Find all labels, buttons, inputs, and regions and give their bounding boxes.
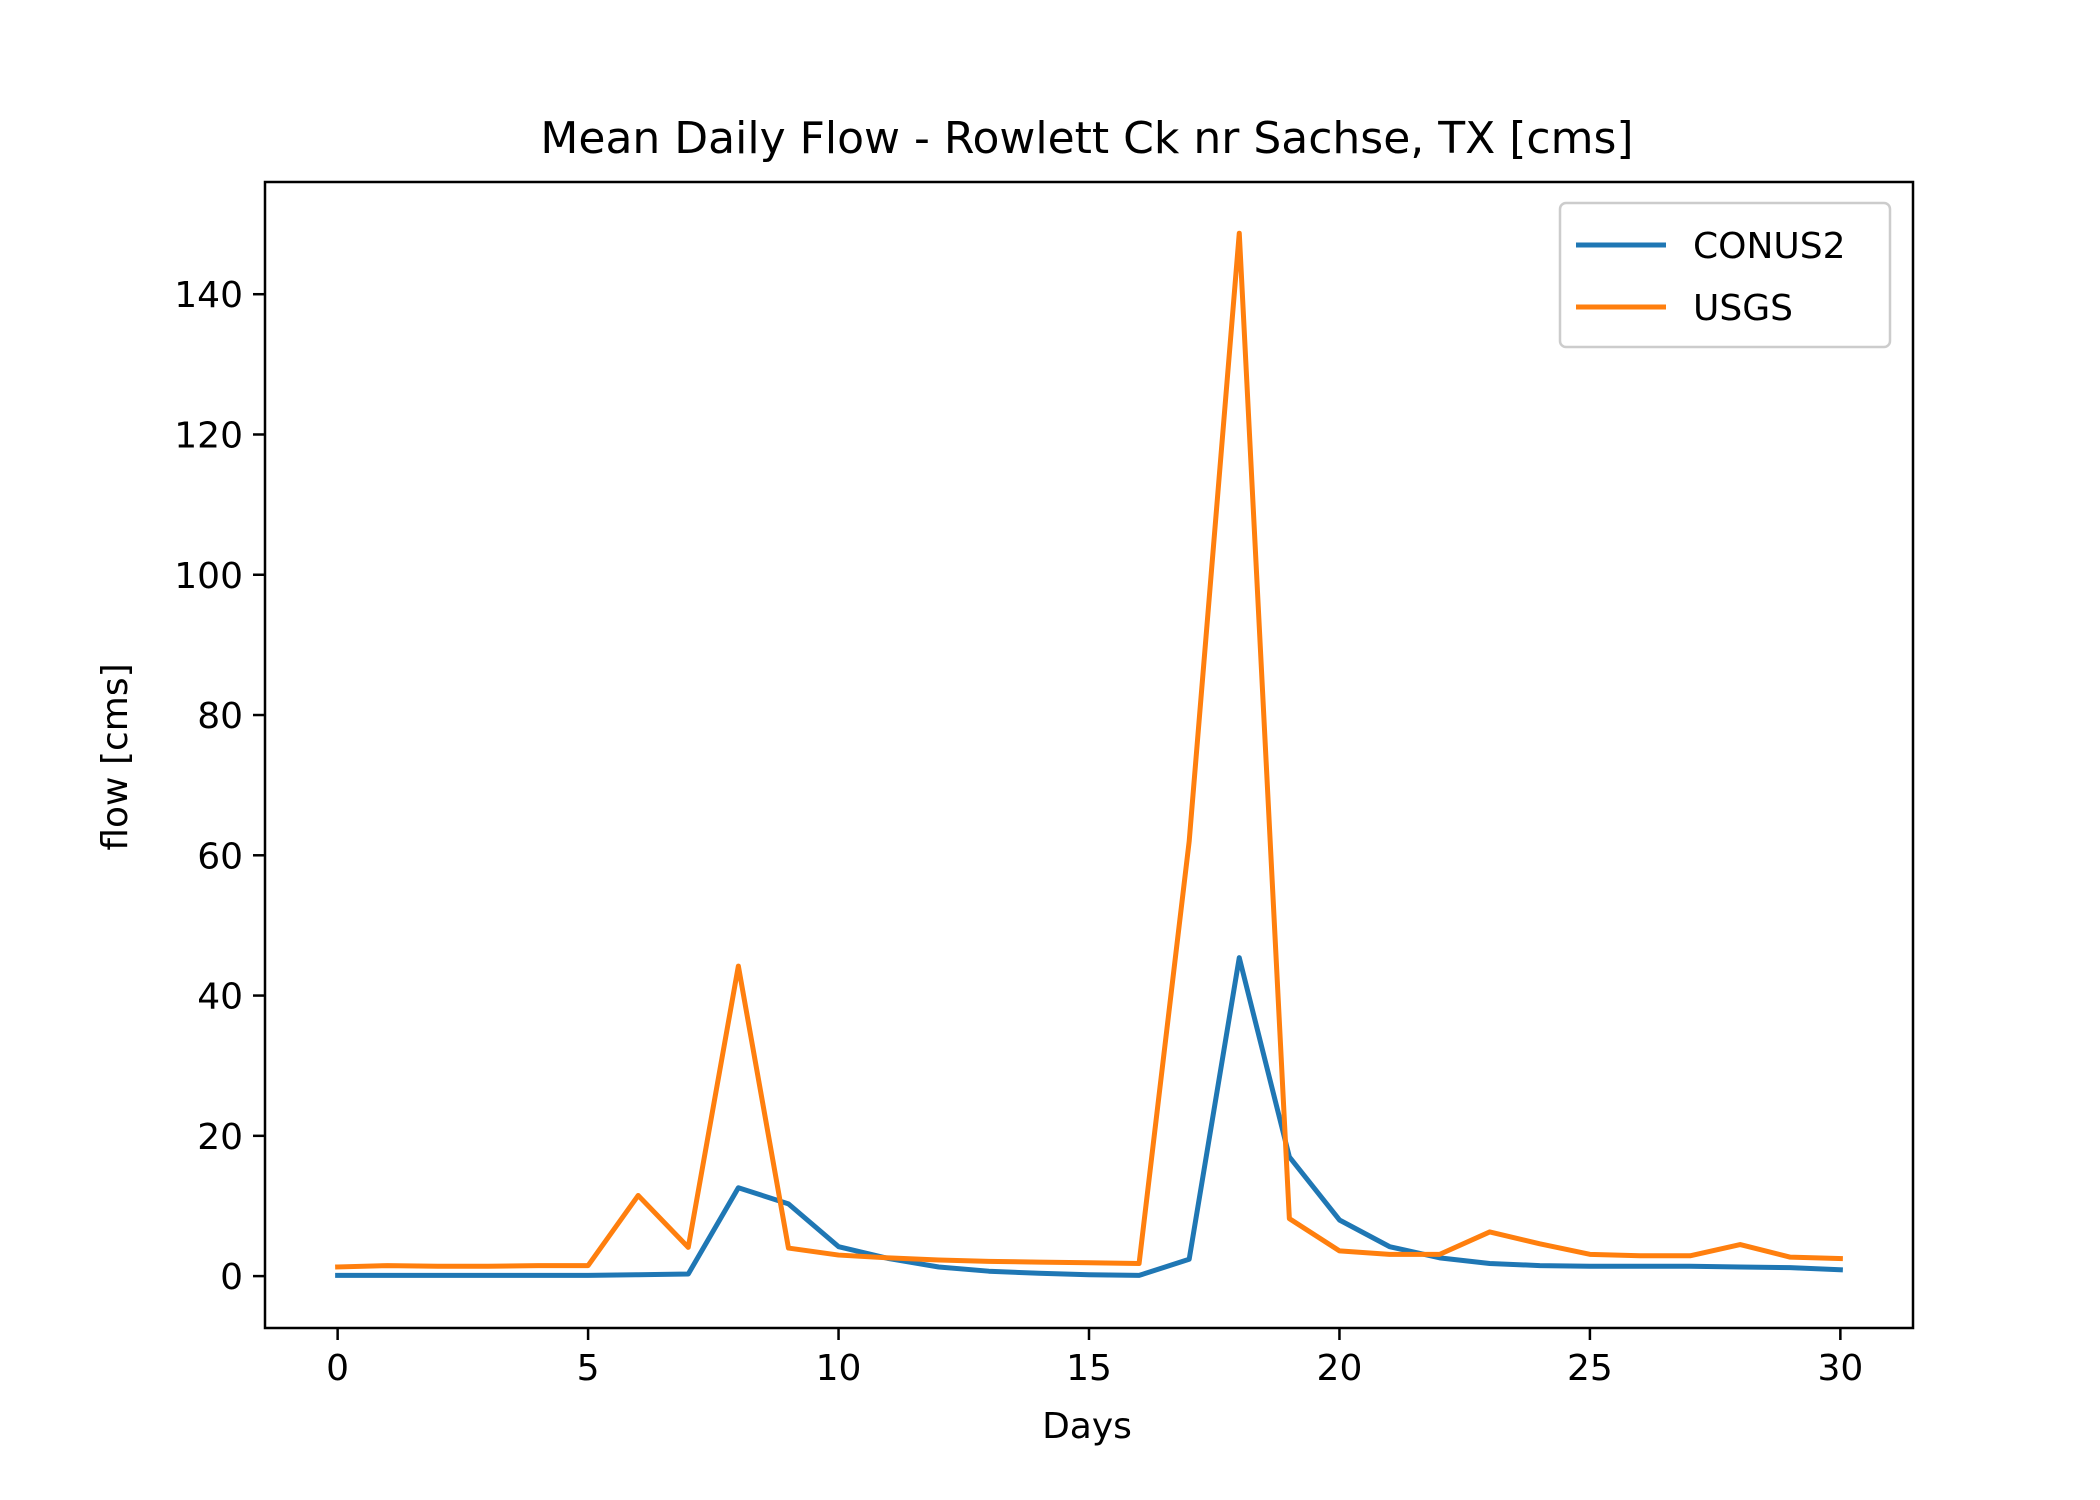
y-axis: 0 20 40 60 80 100 120 140 (174, 275, 265, 1298)
legend-box (1558, 201, 1892, 349)
x-tick-label: 5 (577, 1348, 600, 1389)
y-tick-label: 80 (197, 696, 243, 737)
x-tick-label: 10 (816, 1348, 862, 1389)
y-tick-label: 120 (174, 415, 243, 456)
x-tick-label: 30 (1817, 1348, 1863, 1389)
legend-label-conus2: CONUS2 (1693, 226, 1846, 267)
legend-label-usgs: USGS (1693, 288, 1793, 329)
series-line-conus2 (335, 955, 1843, 1278)
legend: CONUS2 USGS (1558, 201, 1892, 349)
x-axis-label: Days (1042, 1406, 1132, 1447)
x-tick-label: 0 (326, 1348, 349, 1389)
y-axis-label: flow [cms] (95, 663, 136, 850)
y-tick-label: 60 (197, 836, 243, 877)
chart-title: Mean Daily Flow - Rowlett Ck nr Sachse, … (540, 113, 1633, 164)
y-tick-label: 0 (220, 1257, 243, 1298)
x-tick-label: 20 (1317, 1348, 1363, 1389)
x-tick-label: 25 (1567, 1348, 1613, 1389)
y-tick-label: 20 (197, 1117, 243, 1158)
y-tick-label: 140 (174, 275, 243, 316)
x-axis: 0 5 10 15 20 25 30 (326, 1328, 1863, 1389)
x-tick-label: 15 (1066, 1348, 1112, 1389)
series-line-usgs (335, 230, 1843, 1270)
y-tick-label: 40 (197, 977, 243, 1018)
y-tick-label: 100 (174, 556, 243, 597)
